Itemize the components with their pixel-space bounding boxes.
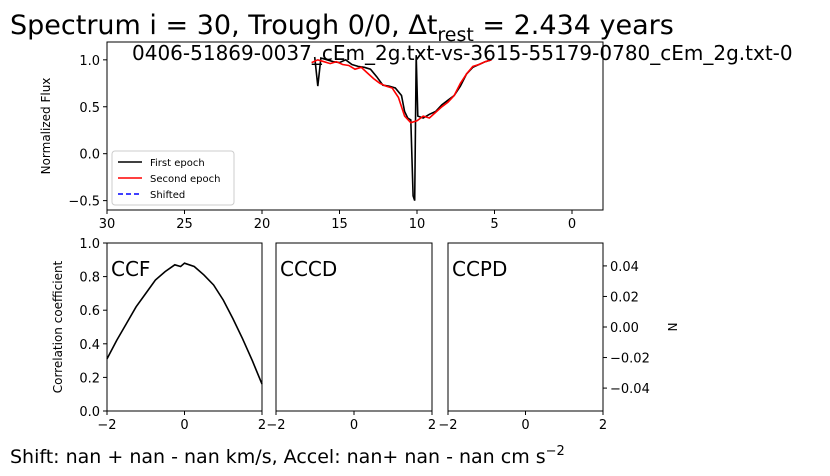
y-tick-label: 0.00 xyxy=(610,321,639,336)
x-tick-label: 25 xyxy=(176,217,193,232)
x-tick-label: 2 xyxy=(428,418,436,433)
x-tick-label: 20 xyxy=(254,217,271,232)
y-tick-label: −0.04 xyxy=(610,382,650,397)
y-tick-label: 0.0 xyxy=(79,148,100,163)
y-tick-label: 0.4 xyxy=(79,338,100,353)
y-tick-label: 0.04 xyxy=(610,260,639,275)
y-tick-label: −0.5 xyxy=(68,195,100,210)
y-tick-label: 1.0 xyxy=(79,54,100,69)
x-tick-label: 2 xyxy=(599,418,607,433)
footer-main: Shift: nan + nan - nan km/s, Accel: nan+… xyxy=(10,446,546,468)
x-tick-label: 0 xyxy=(180,418,188,433)
x-tick-label: −2 xyxy=(97,418,116,433)
axes-frame xyxy=(106,41,604,211)
y-tick-label: 1.0 xyxy=(79,237,100,252)
title-main: Spectrum i = 30, Trough 0/0, Δt xyxy=(10,10,437,41)
x-tick-label: 10 xyxy=(409,217,426,232)
y-axis-label: Correlation coefficient xyxy=(51,260,65,393)
panel-label: CCPD xyxy=(452,257,507,281)
y-tick-label: 0.02 xyxy=(610,290,639,305)
footer-superscript: −2 xyxy=(546,444,565,459)
legend-label: Second epoch xyxy=(150,174,220,185)
panel-label: CCCD xyxy=(280,257,337,281)
x-tick-label: −2 xyxy=(266,418,285,433)
panel-label: CCF xyxy=(111,257,150,281)
x-tick-label: −2 xyxy=(438,418,457,433)
legend-label: Shifted xyxy=(150,190,185,201)
x-tick-label: 0 xyxy=(350,418,358,433)
y-tick-label: 0.6 xyxy=(79,304,100,319)
x-tick-label: 30 xyxy=(99,217,116,232)
y-tick-label: 0.5 xyxy=(79,101,100,116)
legend-label: First epoch xyxy=(150,158,205,169)
x-tick-label: 0 xyxy=(568,217,576,232)
y-axis-label: N xyxy=(665,323,679,332)
y-tick-label: 0.8 xyxy=(79,271,100,286)
footer: Shift: nan + nan - nan km/s, Accel: nan+… xyxy=(10,444,565,468)
y-tick-label: −0.02 xyxy=(610,352,650,367)
x-tick-label: 2 xyxy=(258,418,266,433)
legend-box xyxy=(111,150,235,206)
title-subscript: rest xyxy=(437,24,473,46)
series-line xyxy=(106,262,263,385)
y-tick-label: 0.0 xyxy=(79,405,100,420)
y-tick-label: 0.2 xyxy=(79,371,100,386)
annotation: 0406-51869-0037_cEm_2g.txt-vs-3615-55179… xyxy=(132,41,793,65)
figure-title: Spectrum i = 30, Trough 0/0, Δtrest = 2.… xyxy=(10,10,674,46)
title-end: = 2.434 years xyxy=(474,10,674,41)
series-line xyxy=(311,58,492,124)
x-tick-label: 0 xyxy=(521,418,529,433)
x-tick-label: 5 xyxy=(490,217,498,232)
x-tick-label: 15 xyxy=(331,217,348,232)
y-axis-label: Normalized Flux xyxy=(39,78,53,175)
